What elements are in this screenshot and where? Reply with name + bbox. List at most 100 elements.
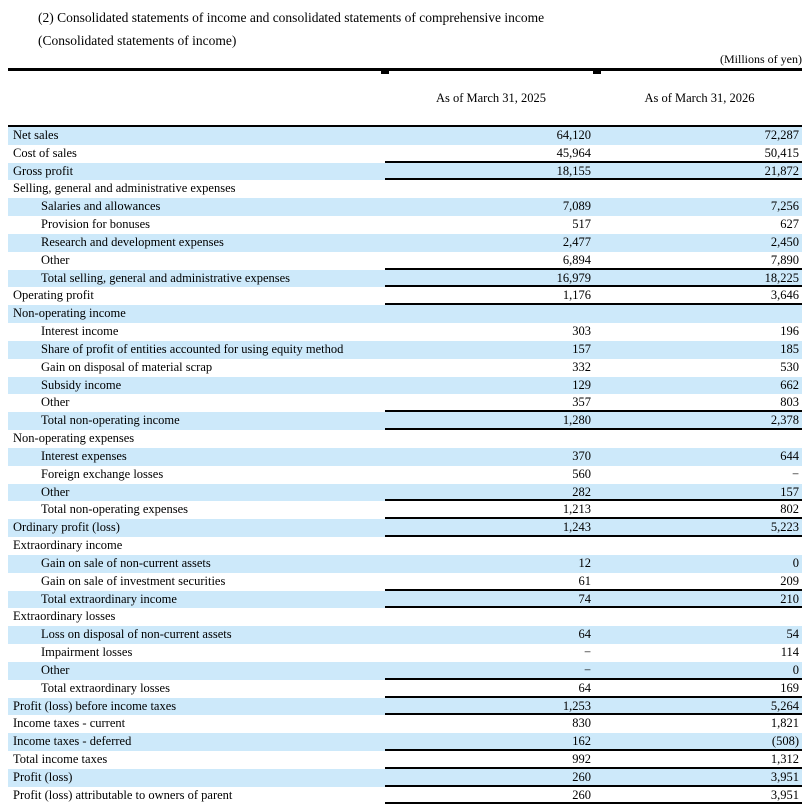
value-2026: 209 [780, 573, 799, 588]
table-row: Net sales 64,120 72,287 [8, 127, 802, 145]
table-row: Selling, general and administrative expe… [8, 180, 802, 198]
value-2025: 517 [572, 217, 591, 232]
row-label: Income taxes - deferred [13, 734, 132, 749]
value-2026 [597, 537, 802, 555]
row-label: Provision for bonuses [41, 217, 151, 232]
table-row: Total extraordinary losses 64 169 [8, 680, 802, 698]
row-values: 45,964 50,415 [385, 145, 802, 163]
value-2026: 0 [792, 662, 799, 677]
value-2025: − [583, 645, 591, 660]
row-values: 1,213 802 [385, 501, 802, 520]
value-2026: 802 [780, 502, 799, 517]
row-values: 129 662 [385, 377, 802, 395]
row-values: 332 530 [385, 359, 802, 377]
value-2025 [385, 608, 597, 626]
value-2026: 530 [780, 359, 799, 374]
column-tick-2 [593, 71, 601, 74]
value-2025: 6,894 [562, 252, 591, 267]
value-2025: 2,477 [562, 234, 591, 249]
row-label: Share of profit of entities accounted fo… [41, 341, 344, 356]
row-values: 74 210 [385, 591, 802, 609]
table-row: Operating profit 1,176 3,646 [8, 287, 802, 306]
value-2026: 196 [780, 324, 799, 339]
income-statement-table: As of March 31, 2025 As of March 31, 202… [8, 68, 802, 805]
value-2025: 560 [572, 466, 591, 481]
value-2026: 803 [780, 395, 799, 410]
value-2026: 2,378 [770, 413, 799, 428]
table-row: Provision for bonuses 517 627 [8, 216, 802, 234]
value-2025: 1,176 [562, 288, 591, 303]
table-row: Research and development expenses 2,477 … [8, 233, 802, 252]
row-label: Non-operating expenses [13, 431, 135, 446]
table-rows: Net sales 64,120 72,287 Cost of sales 45… [8, 127, 802, 805]
value-2026: 662 [780, 377, 799, 392]
column-tick-1 [381, 71, 389, 74]
value-2026: 3,646 [770, 288, 799, 303]
value-2025: 74 [578, 591, 592, 606]
column-header-2026: As of March 31, 2026 [644, 90, 755, 105]
table-row: Profit (loss) attributable to owners of … [8, 787, 802, 805]
value-2025: − [583, 662, 591, 677]
row-values: 560 − [385, 466, 802, 484]
row-label: Total extraordinary losses [41, 680, 170, 695]
value-2025: 1,243 [562, 520, 591, 535]
value-2025 [385, 537, 597, 555]
value-2025: 7,089 [562, 199, 591, 214]
row-values: 61 209 [385, 573, 802, 591]
table-row: Gross profit 18,155 21,872 [8, 162, 802, 181]
value-2025 [385, 180, 597, 198]
value-2026: 1,821 [770, 716, 799, 731]
value-2026 [597, 608, 802, 626]
table-row: Ordinary profit (loss) 1,243 5,223 [8, 519, 802, 538]
row-values [385, 608, 802, 626]
value-2026: − [791, 466, 799, 481]
row-label: Gain on sale of investment securities [41, 573, 226, 588]
value-2025: 282 [572, 484, 591, 499]
table-row: Other 282 157 [8, 483, 802, 502]
row-label: Net sales [13, 128, 59, 142]
table-row: Subsidy income 129 662 [8, 376, 802, 395]
value-2025: 64 [578, 627, 592, 642]
row-values: 1,253 5,264 [385, 698, 802, 716]
table-top-rule [8, 68, 802, 74]
table-row: Share of profit of entities accounted fo… [8, 340, 802, 359]
row-label: Interest expenses [41, 448, 127, 463]
value-2025: 1,280 [562, 413, 591, 428]
value-2025: 357 [572, 395, 591, 410]
row-label: Non-operating income [13, 306, 126, 321]
value-2025: 162 [572, 734, 591, 749]
row-label: Other [41, 395, 70, 410]
value-2025: 64,120 [556, 128, 591, 142]
table-row: Other 357 803 [8, 394, 802, 413]
value-2025: 61 [578, 573, 592, 588]
value-2025: 260 [572, 769, 591, 784]
table-row: Total non-operating expenses 1,213 802 [8, 501, 802, 520]
row-label: Total extraordinary income [41, 591, 177, 606]
value-2025: 18,155 [556, 163, 591, 178]
row-label: Total selling, general and administrativ… [41, 270, 291, 285]
value-2026: 210 [780, 591, 799, 606]
row-label: Other [41, 484, 70, 499]
row-values: 2,477 2,450 [385, 234, 802, 252]
value-2026: 7,256 [770, 199, 799, 214]
value-2025: 370 [572, 448, 591, 463]
row-label: Extraordinary losses [13, 609, 116, 624]
value-2026: 3,951 [770, 787, 799, 802]
row-label: Selling, general and administrative expe… [13, 181, 236, 196]
row-values [385, 537, 802, 555]
row-label: Profit (loss) before income taxes [13, 698, 177, 713]
value-2025: 129 [572, 377, 591, 392]
value-2026: 644 [780, 448, 799, 463]
row-values [385, 180, 802, 198]
table-row: Extraordinary income [8, 537, 802, 555]
value-2026: 18,225 [764, 270, 799, 285]
value-2025: 830 [572, 716, 591, 731]
row-values: 7,089 7,256 [385, 198, 802, 216]
row-values: 830 1,821 [385, 715, 802, 733]
value-2025: 332 [572, 359, 591, 374]
value-2026: 50,415 [764, 145, 799, 160]
value-2025: 1,253 [562, 698, 591, 713]
row-values: 157 185 [385, 341, 802, 359]
value-2026: 5,223 [770, 520, 799, 535]
row-values: 282 157 [385, 484, 802, 502]
